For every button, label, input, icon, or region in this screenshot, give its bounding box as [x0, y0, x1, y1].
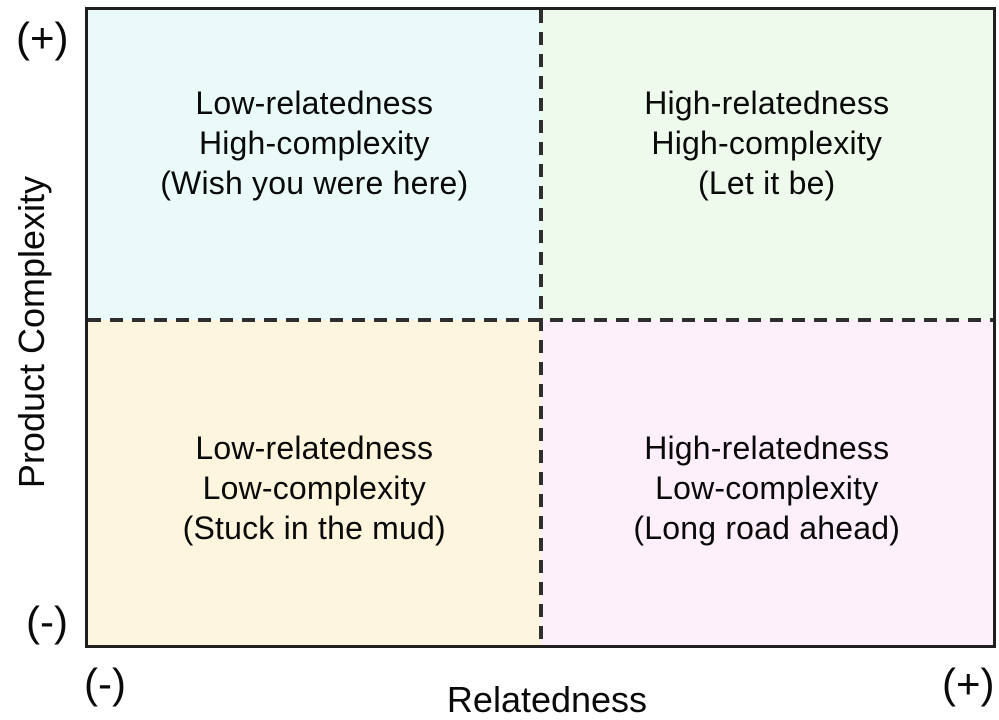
quadrant-line: High-relatedness	[644, 84, 890, 121]
quadrant-top-left-text: Low-relatedness High-complexity (Wish yo…	[160, 83, 468, 247]
chart-area: Low-relatedness High-complexity (Wish yo…	[85, 7, 996, 648]
x-axis-minus-sign: (-)	[84, 660, 126, 707]
y-axis-minus-sign: (-)	[26, 598, 68, 645]
quadrant-line: Low-complexity	[655, 470, 879, 507]
quadrant-line: High-complexity	[198, 124, 430, 161]
quadrant-line: Low-relatedness	[195, 430, 434, 467]
quadrant-top-right-text: High-relatedness High-complexity (Let it…	[644, 83, 889, 247]
quadrant-line: (Wish you were here)	[160, 164, 469, 201]
y-axis-plus-sign: (+)	[16, 14, 69, 61]
quadrant-bottom-left-text: Low-relatedness Low-complexity (Stuck in…	[183, 416, 446, 548]
quadrant-line: (Long road ahead)	[633, 510, 901, 547]
x-axis-label: Relatedness	[446, 679, 648, 720]
x-axis-plus-sign: (+)	[942, 660, 995, 707]
horizontal-divider-dashed-line	[88, 317, 993, 322]
quadrant-line: Low-complexity	[202, 470, 426, 507]
y-axis-label: Product Complexity	[11, 175, 53, 489]
quadrant-line: High-complexity	[651, 124, 883, 161]
quadrant-line: (Let it be)	[698, 164, 836, 201]
quadrant-top-right: High-relatedness High-complexity (Let it…	[540, 10, 993, 320]
vertical-divider-dashed-line	[538, 10, 543, 645]
quadrant-bottom-right: High-relatedness Low-complexity (Long ro…	[540, 319, 993, 645]
quadrant-bottom-right-text: High-relatedness Low-complexity (Long ro…	[633, 416, 900, 548]
quadrant-line: (Stuck in the mud)	[182, 510, 446, 547]
quadrant-bottom-left: Low-relatedness Low-complexity (Stuck in…	[88, 319, 541, 645]
quadrant-line: Low-relatedness	[195, 84, 434, 121]
quadrant-line: High-relatedness	[644, 430, 890, 467]
quadrant-top-left: Low-relatedness High-complexity (Wish yo…	[88, 10, 541, 320]
